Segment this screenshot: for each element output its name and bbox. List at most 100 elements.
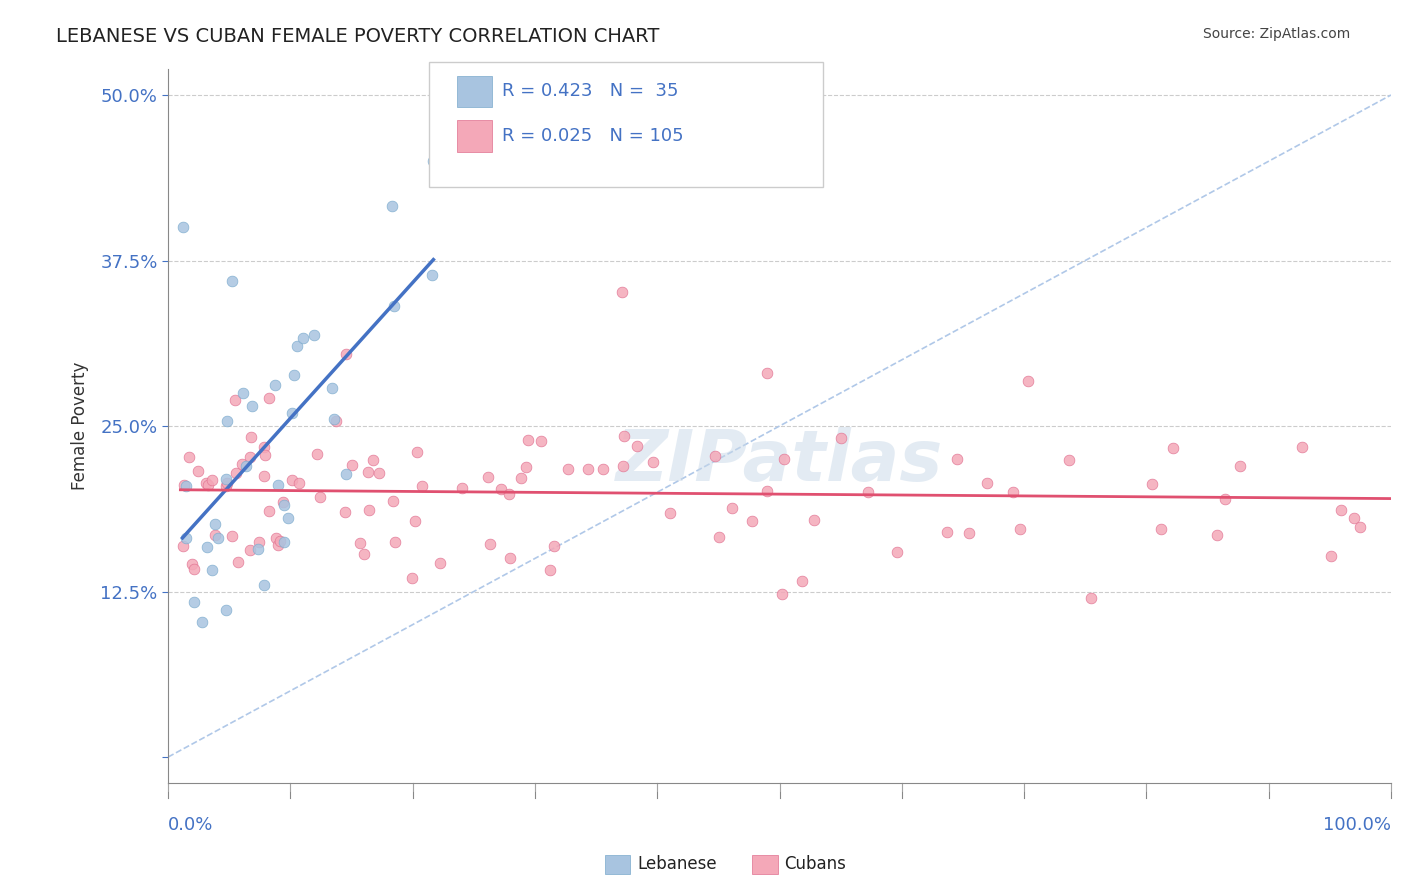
Point [357, 465, 380, 479]
Point [257, 391, 280, 405]
Point [404, 514, 426, 528]
Point [429, 557, 451, 571]
Point [204, 517, 226, 532]
Point [420, 268, 443, 283]
Point [613, 429, 636, 443]
Point [384, 535, 406, 549]
Point [231, 457, 253, 471]
Point [183, 594, 205, 608]
Point [381, 494, 404, 508]
Point [946, 451, 969, 466]
Point [266, 531, 288, 545]
Point [195, 540, 218, 554]
Point [1057, 453, 1080, 467]
Point [340, 458, 363, 472]
Point [174, 479, 197, 493]
Point [288, 476, 311, 491]
Point [201, 563, 224, 577]
Text: Lebanese: Lebanese [637, 855, 717, 873]
Point [886, 545, 908, 559]
Point [201, 473, 224, 487]
Point [411, 479, 433, 493]
Point [612, 459, 634, 474]
Point [335, 467, 357, 481]
Point [1010, 522, 1032, 536]
Y-axis label: Female Poverty: Female Poverty [72, 362, 89, 491]
Point [538, 563, 561, 577]
Point [215, 603, 238, 617]
Point [720, 501, 742, 516]
Point [204, 527, 226, 541]
Point [173, 478, 195, 492]
Point [792, 574, 814, 588]
Point [1348, 520, 1371, 534]
Point [515, 460, 537, 475]
Point [576, 462, 599, 476]
Point [217, 414, 239, 428]
Point [382, 299, 405, 313]
Point [517, 433, 540, 447]
Point [349, 536, 371, 550]
Point [353, 548, 375, 562]
Point [221, 274, 243, 288]
Point [253, 469, 276, 483]
Point [1229, 459, 1251, 474]
Point [323, 411, 346, 425]
Point [232, 386, 254, 401]
Point [709, 530, 731, 544]
Point [292, 331, 315, 345]
Point [172, 220, 194, 235]
Point [557, 462, 579, 476]
Text: 100.0%: 100.0% [1323, 815, 1391, 834]
Point [1017, 374, 1039, 388]
Point [267, 538, 290, 552]
Point [215, 472, 238, 486]
Point [325, 414, 347, 428]
Point [936, 525, 959, 540]
Point [247, 534, 270, 549]
Point [263, 378, 285, 392]
Point [273, 498, 295, 512]
Point [479, 537, 502, 551]
Text: Source: ZipAtlas.com: Source: ZipAtlas.com [1202, 27, 1350, 41]
Point [612, 285, 634, 300]
Point [489, 482, 512, 496]
Point [225, 467, 247, 481]
Point [307, 447, 329, 461]
Point [269, 534, 291, 549]
Point [626, 439, 648, 453]
Point [772, 452, 794, 467]
Point [770, 587, 793, 601]
Point [214, 479, 236, 493]
Point [281, 406, 304, 420]
Point [359, 502, 381, 516]
Point [755, 484, 778, 499]
Point [174, 532, 197, 546]
Point [1150, 521, 1173, 535]
Point [381, 199, 404, 213]
Point [1213, 492, 1236, 507]
Point [498, 550, 520, 565]
Point [856, 484, 879, 499]
Point [1080, 591, 1102, 606]
Point [217, 475, 239, 490]
Point [277, 511, 299, 525]
Point [1291, 440, 1313, 454]
Point [246, 541, 269, 556]
Point [1163, 442, 1185, 456]
Point [183, 561, 205, 575]
Point [498, 487, 520, 501]
Point [422, 154, 444, 169]
Point [1001, 484, 1024, 499]
Point [592, 462, 614, 476]
Point [191, 615, 214, 629]
Point [235, 458, 257, 473]
Point [451, 481, 474, 495]
Point [259, 504, 281, 518]
Point [254, 448, 277, 462]
Point [224, 392, 246, 407]
Point [1343, 510, 1365, 524]
Point [976, 475, 998, 490]
Point [368, 466, 391, 480]
Point [253, 578, 276, 592]
